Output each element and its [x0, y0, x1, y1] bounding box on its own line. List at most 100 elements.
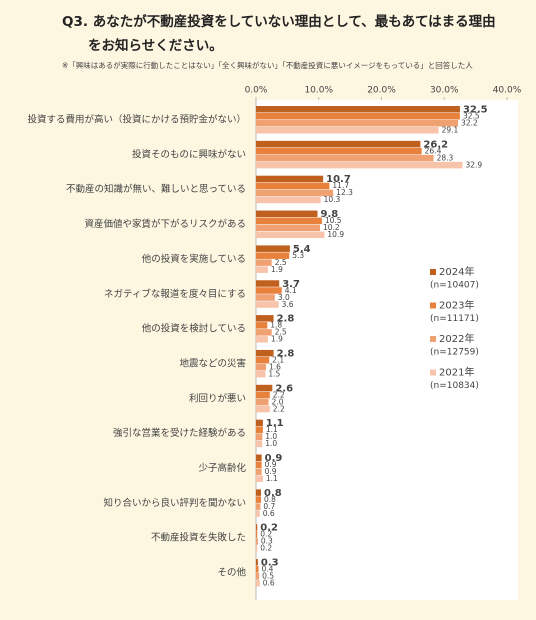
value-label: 0.3 [261, 537, 273, 546]
chart-title: Q3. あなたが不動産投資をしていない理由として、最もあてはまる理由をお知らせく… [62, 14, 496, 54]
legend-n: (n=10834) [430, 381, 479, 391]
x-tick-label: 0.0% [245, 86, 268, 96]
bar [256, 398, 269, 406]
bar [256, 231, 325, 239]
category-label: 利回りが悪い [189, 392, 246, 404]
legend-label: 2023年 [439, 299, 474, 312]
value-label: 10.7 [326, 174, 351, 185]
value-label: 29.1 [442, 126, 459, 135]
value-label: 0.9 [265, 453, 283, 464]
bar [256, 475, 263, 482]
bar [256, 210, 318, 218]
value-label: 10.9 [327, 230, 344, 239]
value-label: 1.5 [268, 369, 280, 378]
bar [256, 454, 262, 461]
bar [256, 287, 282, 294]
bar [256, 573, 260, 580]
legend-swatch [430, 369, 436, 376]
bar [256, 349, 274, 357]
bar [256, 322, 268, 329]
category-label: 他の投資を実施している [142, 253, 246, 265]
bar [256, 531, 258, 538]
bar [256, 113, 460, 120]
bar [256, 384, 273, 392]
bar [256, 245, 290, 252]
bar [256, 419, 263, 427]
bar [256, 503, 261, 510]
value-label: 32.5 [463, 112, 480, 121]
value-label: 0.2 [260, 544, 272, 553]
bar [256, 468, 262, 475]
bar [256, 280, 280, 287]
value-label: 32.2 [461, 119, 478, 128]
value-label: 2.6 [275, 383, 293, 394]
bar [256, 196, 321, 204]
value-label: 5.4 [293, 244, 311, 255]
bar [256, 294, 275, 301]
value-label: 0.9 [265, 460, 277, 469]
bar [256, 538, 258, 545]
bar [256, 580, 260, 587]
legend-swatch [430, 269, 436, 275]
value-label: 2.2 [273, 390, 285, 399]
bar [256, 489, 262, 496]
bar [256, 224, 321, 232]
legend-n: (n=11171) [430, 314, 479, 324]
value-label: 0.2 [260, 530, 272, 539]
value-label: 0.8 [264, 495, 276, 504]
value-label: 0.3 [261, 558, 279, 569]
bar [256, 182, 330, 190]
category-label: 資産価値や家賃が下がるリスクがある [84, 218, 246, 230]
value-label: 4.1 [285, 286, 297, 295]
value-label: 1.6 [269, 362, 281, 371]
category-label: 投資する費用が高い（投資にかける預貯金がない） [27, 114, 246, 126]
value-label: 3.7 [282, 279, 300, 290]
x-tick-label: 20.0% [367, 86, 396, 96]
x-tick-label: 40.0% [493, 86, 522, 96]
category-label: 知り合いから良い評判を聞かない [103, 497, 246, 509]
value-label: 1.9 [271, 265, 283, 274]
bar [256, 189, 334, 197]
value-label: 2.8 [277, 314, 295, 325]
category-label: ネガティブな報道を度々目にする [104, 288, 246, 300]
value-label: 28.3 [437, 153, 454, 162]
value-label: 0.7 [263, 502, 275, 511]
x-tick-label: 10.0% [304, 86, 333, 96]
value-label: 2.2 [273, 404, 285, 413]
value-label: 0.4 [262, 565, 274, 574]
bar [256, 496, 262, 503]
bar [256, 524, 258, 531]
value-label: 1.1 [266, 418, 284, 429]
legend-n: (n=12759) [430, 348, 479, 358]
value-label: 1.8 [270, 321, 282, 330]
value-label: 1.1 [266, 474, 278, 483]
bar [256, 566, 259, 573]
value-label: 3.0 [278, 293, 290, 302]
value-label: 10.2 [323, 223, 340, 232]
value-label: 32.5 [463, 105, 488, 116]
category-label: 強引な営業を受けた経験がある [113, 427, 246, 439]
bar [256, 391, 270, 399]
value-label: 1.9 [271, 335, 283, 344]
bar [256, 461, 262, 468]
bar [256, 120, 459, 127]
value-label: 32.9 [465, 160, 482, 169]
legend-n: (n=10407) [430, 281, 479, 291]
bar [256, 433, 263, 441]
bar [256, 426, 263, 434]
value-label: 10.3 [324, 195, 341, 204]
bar [256, 175, 324, 183]
bar [256, 106, 460, 113]
value-label: 0.9 [265, 467, 277, 476]
category-label: 不動産投資を失敗した [151, 532, 246, 544]
x-tick-label: 30.0% [430, 86, 459, 96]
value-label: 2.1 [272, 355, 284, 364]
value-label: 2.5 [275, 258, 287, 267]
value-label: 0.6 [263, 509, 275, 518]
bar [256, 140, 421, 148]
value-label: 26.4 [425, 146, 442, 155]
legend-label: 2022年 [439, 332, 474, 345]
value-label: 0.2 [260, 523, 278, 534]
legend-swatch [430, 302, 436, 309]
